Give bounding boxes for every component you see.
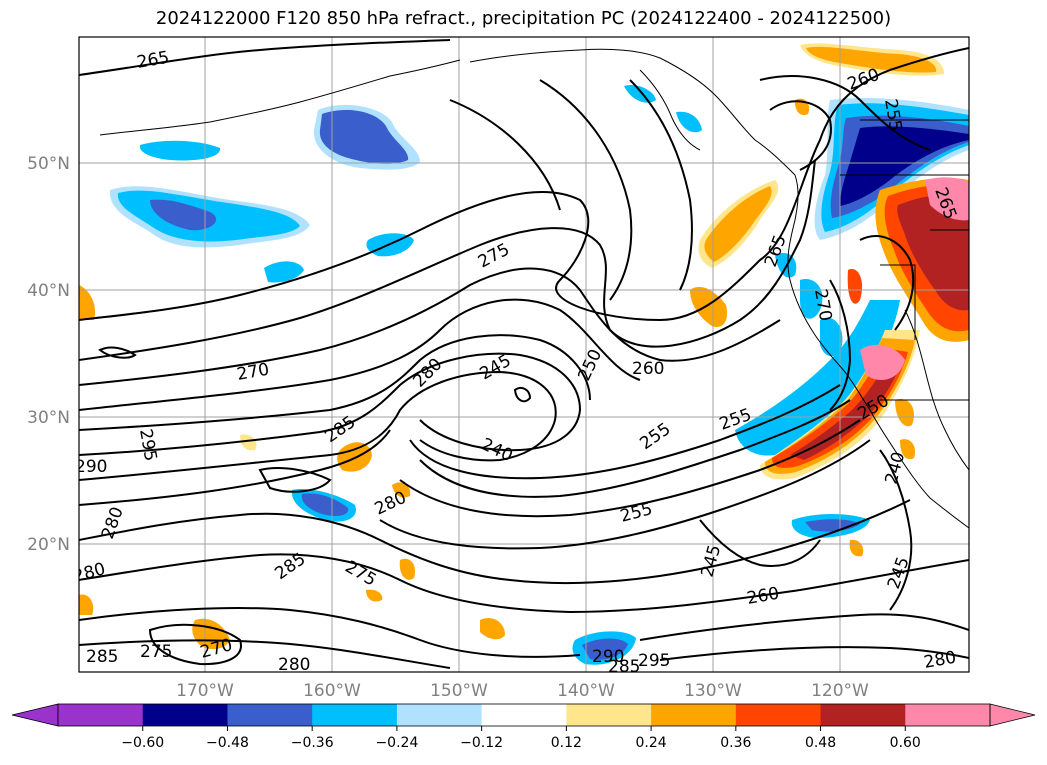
- longitude-labels: 170°W 160°W 150°W 140°W 130°W 120°W: [176, 681, 869, 701]
- colorbar-bin: [396, 704, 483, 726]
- lon-label: 140°W: [557, 681, 615, 701]
- map-panel: 265 260 255 265 275 265 270 280 245 250 …: [75, 37, 969, 677]
- lat-label: 30°N: [27, 408, 70, 428]
- lon-label: 170°W: [176, 681, 234, 701]
- latitude-labels: 50°N 40°N 30°N 20°N: [27, 154, 70, 555]
- lon-label: 120°W: [811, 681, 869, 701]
- colorbar-tick-label: 0.12: [551, 735, 582, 751]
- colorbar-bin: [312, 704, 398, 726]
- lon-label: 150°W: [430, 681, 488, 701]
- colorbar-tick-label: −0.48: [206, 735, 249, 751]
- colorbar-bin: [566, 704, 652, 726]
- map-title: 2024122000 F120 850 hPa refract., precip…: [155, 8, 892, 29]
- contour-label: 280: [922, 648, 957, 673]
- colorbar-tick-label: 0.60: [890, 735, 921, 751]
- precip-shading: [79, 43, 969, 665]
- colorbar-tick-label: −0.24: [375, 735, 418, 751]
- colorbar-bin: [481, 704, 567, 726]
- colorbar-tick-label: −0.12: [460, 735, 503, 751]
- lon-label: 160°W: [303, 681, 361, 701]
- colorbar-tick-label: 0.48: [805, 735, 836, 751]
- lat-label: 50°N: [27, 154, 70, 174]
- colorbar-bin: [735, 704, 822, 726]
- colorbar-bin: [905, 704, 991, 726]
- colorbar-over-arrow: [989, 703, 1036, 727]
- contour-label: 280: [278, 655, 310, 675]
- colorbar-bin: [820, 704, 906, 726]
- contour-label: 275: [140, 642, 172, 662]
- contour-label: 295: [638, 651, 670, 671]
- colorbar-bin: [227, 704, 313, 726]
- lat-label: 20°N: [27, 535, 70, 555]
- contour-label: 290: [592, 647, 624, 667]
- colorbar-bin: [142, 704, 228, 726]
- refractivity-contours: [79, 39, 969, 669]
- colorbar-under-arrow: [11, 703, 59, 727]
- lat-label: 40°N: [27, 281, 70, 301]
- lon-label: 130°W: [684, 681, 742, 701]
- map-border: [78, 36, 970, 673]
- contour-label: 285: [608, 657, 640, 677]
- colorbar-tick-label: −0.60: [121, 735, 164, 751]
- contour-label: 260: [632, 359, 664, 379]
- coastlines: [99, 48, 969, 529]
- graticule: [79, 37, 969, 672]
- colorbar-bin: [651, 704, 737, 726]
- colorbar-outline: [57, 703, 991, 727]
- colorbar-tick-label: 0.36: [720, 735, 751, 751]
- colorbar-tick-label: 0.24: [636, 735, 667, 751]
- contour-label: 290: [75, 457, 107, 477]
- contour-label: 285: [86, 647, 118, 667]
- colorbar-bin: [58, 704, 144, 726]
- colorbar: −0.60 −0.48 −0.36 −0.24 −0.12 0.12 0.24 0.36 0.4…: [11, 703, 1036, 751]
- colorbar-tick-label: −0.36: [291, 735, 334, 751]
